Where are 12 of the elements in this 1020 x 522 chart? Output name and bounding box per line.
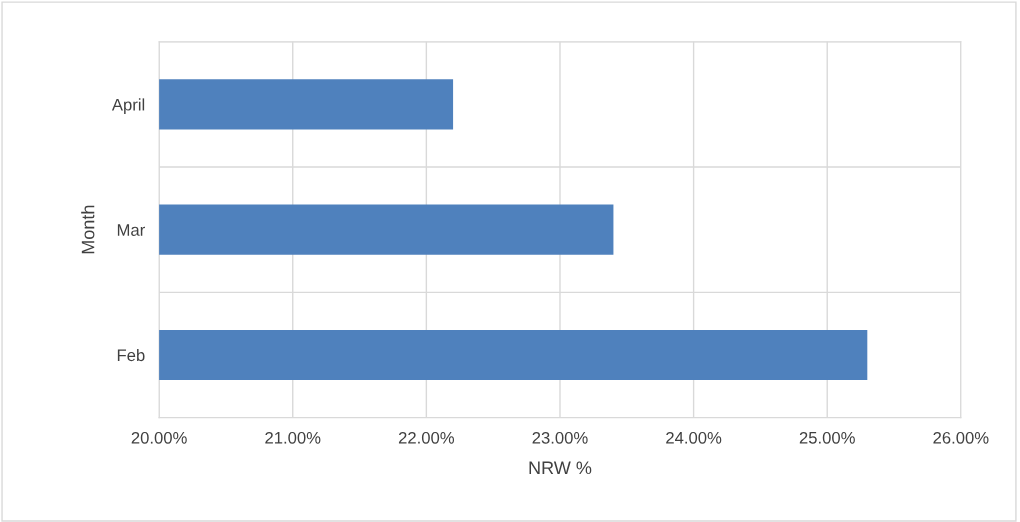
x-tick-label: 20.00% — [131, 431, 187, 444]
x-tick-label: 26.00% — [933, 431, 989, 444]
x-tick-label: 25.00% — [799, 431, 855, 444]
y-tick-label: April — [111, 98, 145, 114]
y-axis-title: Month — [81, 205, 95, 254]
y-tick-label: Mar — [117, 224, 145, 236]
x-tick-label: 22.00% — [398, 431, 455, 444]
x-axis-title: NRW % — [529, 461, 592, 475]
x-tick-label: 23.00% — [532, 431, 588, 444]
x-tick-label: 24.00% — [666, 431, 722, 444]
x-tick-label: 21.00% — [265, 431, 321, 444]
y-tick-label: Feb — [117, 348, 145, 362]
